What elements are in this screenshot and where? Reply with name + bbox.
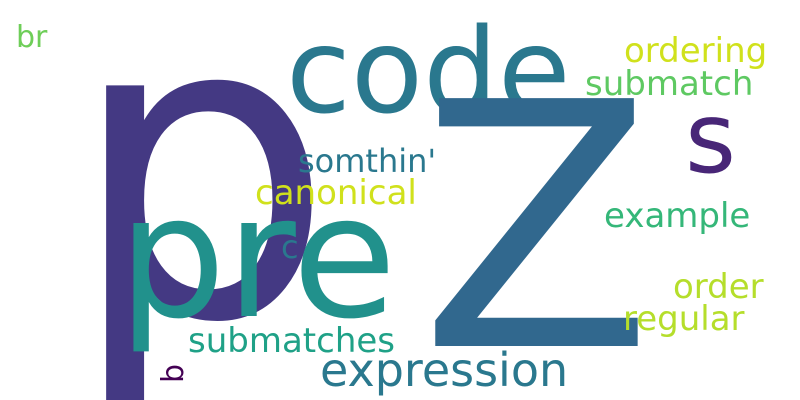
word-b: b <box>156 364 191 383</box>
word-c: c <box>281 228 299 266</box>
word-order: order <box>673 267 764 307</box>
word-somthin: somthin' <box>298 142 436 180</box>
word-submatch: submatch <box>585 64 753 104</box>
word-Z: Z <box>420 31 653 400</box>
word-canonical: canonical <box>255 173 417 213</box>
word-regular: regular <box>623 299 745 339</box>
word-ordering: ordering <box>624 31 767 71</box>
word-pre: pre <box>118 159 397 357</box>
word-p: p <box>68 0 335 400</box>
word-s: s <box>685 82 736 196</box>
word-code: code <box>286 2 571 140</box>
word-expression: expression <box>320 343 568 397</box>
word-submatches: submatches <box>188 321 395 361</box>
word-br: br <box>16 20 48 55</box>
word-example: example <box>604 196 750 236</box>
